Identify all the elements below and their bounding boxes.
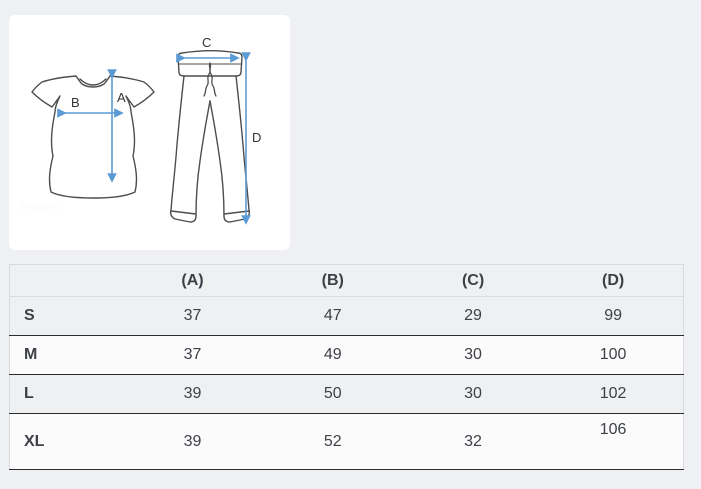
svg-text:B: B — [71, 95, 80, 110]
svg-text:D: D — [252, 130, 261, 145]
svg-text:C: C — [202, 35, 211, 50]
svg-text:A: A — [117, 90, 126, 105]
